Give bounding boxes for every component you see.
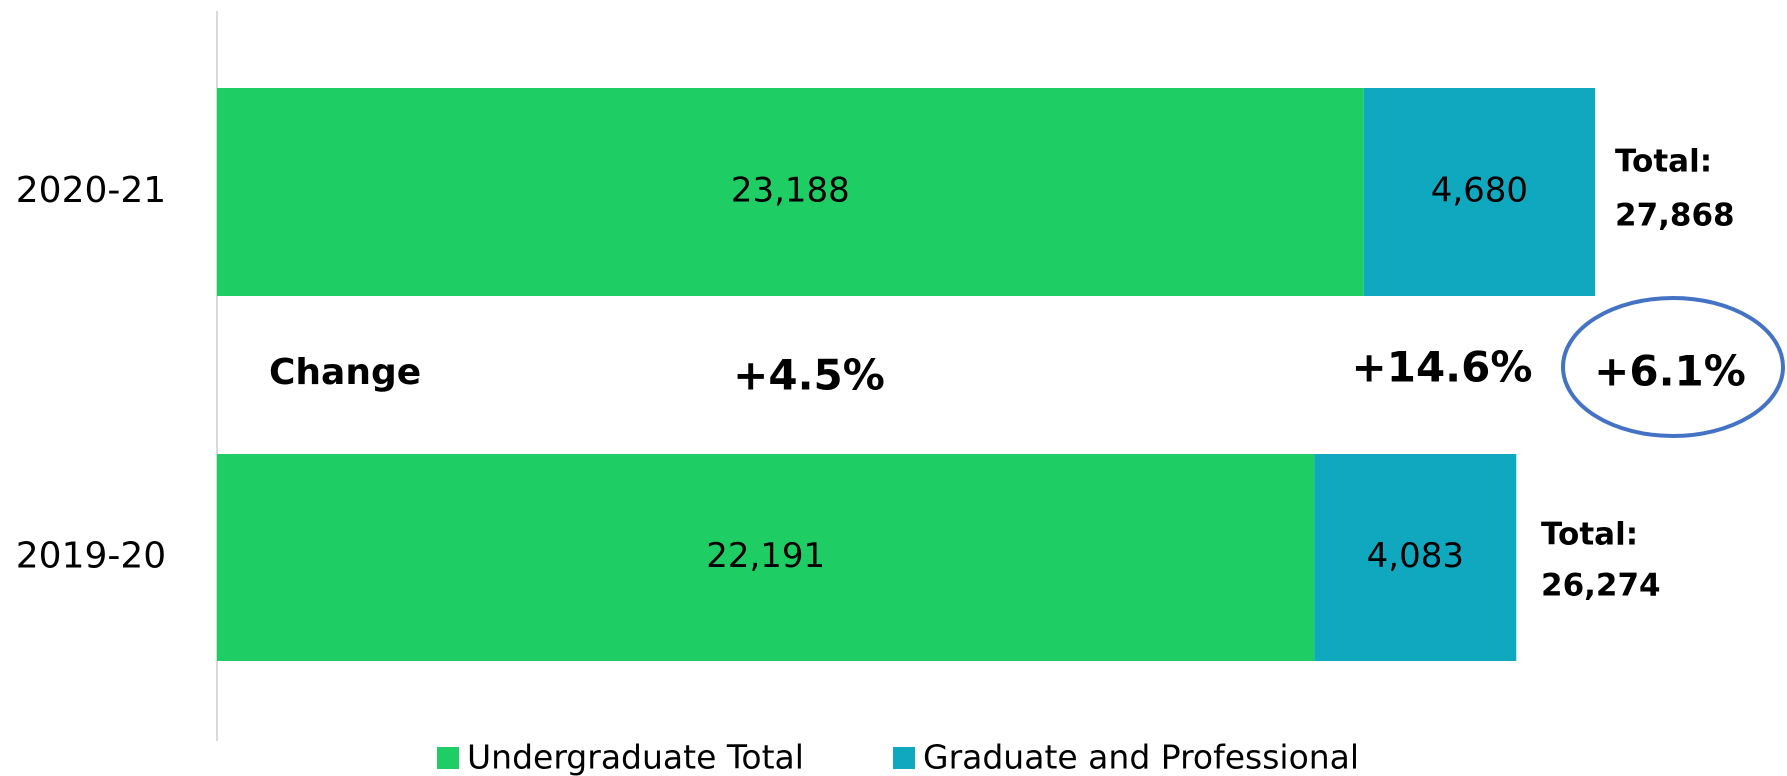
total-label: Total: bbox=[1541, 517, 1638, 553]
bar-segment bbox=[217, 88, 1364, 296]
total-value: 27,868 bbox=[1615, 198, 1735, 234]
total-label: Total: bbox=[1615, 144, 1712, 180]
bar-segment bbox=[1363, 88, 1596, 296]
y-tick-label: 2020-21 bbox=[16, 170, 166, 211]
legend-swatch bbox=[437, 747, 459, 769]
data-label: 22,191 bbox=[706, 536, 825, 576]
data-label: 23,188 bbox=[731, 171, 850, 211]
total-value: 26,274 bbox=[1541, 568, 1661, 604]
bar-segment bbox=[1314, 454, 1517, 661]
highlight-circle bbox=[1561, 296, 1785, 438]
change-value: +14.6% bbox=[1352, 343, 1533, 392]
legend-swatch bbox=[893, 747, 915, 769]
change-value: +4.5% bbox=[733, 351, 885, 400]
data-label: 4,083 bbox=[1367, 536, 1464, 576]
change-value: +6.1% bbox=[1594, 347, 1746, 396]
bar-segment bbox=[217, 454, 1315, 661]
change-label: Change bbox=[269, 352, 421, 393]
data-label: 4,680 bbox=[1431, 171, 1528, 211]
legend-label: Graduate and Professional bbox=[923, 738, 1359, 776]
y-tick-label: 2019-20 bbox=[16, 536, 166, 577]
legend-label: Undergraduate Total bbox=[467, 738, 804, 776]
